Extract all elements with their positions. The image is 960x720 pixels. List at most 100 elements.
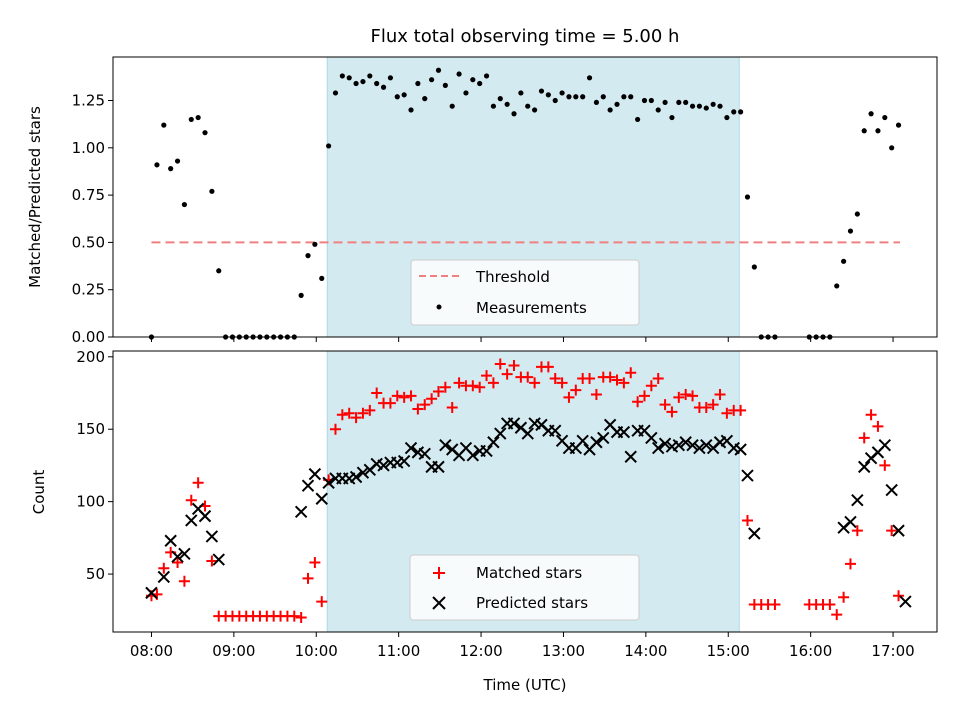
predicted-star-point: [645, 431, 658, 445]
measurement-point: [532, 107, 538, 113]
matched-star-point: [680, 388, 692, 400]
measurement-point: [504, 101, 510, 107]
matched-star-point: [611, 374, 623, 386]
matched-star-point: [604, 371, 616, 383]
matched-star-point: [288, 610, 300, 622]
measurement-point: [525, 103, 531, 109]
measurement-point: [731, 109, 737, 115]
measurement-point: [401, 92, 407, 98]
measurement-point: [889, 145, 895, 151]
x-tick-label: 15:00: [707, 642, 750, 660]
measurement-point: [387, 75, 394, 81]
measurement-point: [738, 109, 744, 115]
matched-star-point: [336, 409, 348, 421]
measurement-point: [326, 143, 332, 149]
measurement-point: [861, 128, 867, 134]
matched-star-point: [865, 409, 877, 421]
matched-star-point: [185, 494, 197, 506]
predicted-star-point: [397, 454, 411, 468]
measurement-point: [696, 103, 703, 109]
predicted-star-point: [590, 436, 603, 449]
y-tick-label: 150: [76, 420, 105, 438]
predicted-star-point: [185, 514, 198, 527]
matched-star-point: [769, 598, 781, 610]
measurement-point: [202, 130, 208, 136]
predicted-star-point: [301, 479, 315, 492]
predicted-star-point: [679, 436, 692, 449]
measurement-point: [490, 103, 497, 109]
legend-measurements-label: Measurements: [476, 299, 587, 317]
measurement-point: [422, 96, 428, 102]
predicted-star-point: [404, 441, 418, 455]
predicted-star-point: [672, 438, 686, 452]
matched-star-point: [838, 591, 850, 603]
measurement-point: [854, 211, 860, 217]
matched-star-point: [446, 401, 458, 413]
measurement-point: [161, 122, 167, 128]
legend-matched-swatch: [433, 567, 445, 579]
measurement-point: [538, 88, 545, 94]
matched-star-point: [481, 370, 493, 382]
measurement-point: [635, 116, 641, 123]
predicted-star-point: [349, 470, 363, 484]
matched-star-point: [206, 555, 218, 567]
measurement-point: [511, 111, 517, 117]
measurement-point: [216, 268, 222, 274]
matched-star-point: [584, 373, 596, 385]
measurement-point: [319, 275, 325, 281]
predicted-star-point: [748, 527, 761, 540]
matched-star-point: [178, 575, 190, 587]
measurement-point: [360, 78, 366, 85]
matched-star-point: [453, 377, 465, 389]
measurement-point: [573, 94, 579, 100]
matched-star-point: [872, 420, 884, 432]
measurement-point: [641, 97, 648, 104]
predicted-star-point: [658, 437, 672, 450]
measurement-point: [463, 90, 469, 96]
measurement-point: [380, 84, 387, 90]
matched-star-point: [618, 377, 630, 389]
predicted-star-point: [205, 530, 219, 543]
predicted-star-point: [693, 441, 706, 455]
measurement-point: [332, 90, 339, 96]
matched-star-point: [556, 377, 568, 389]
measurement-point: [312, 241, 318, 247]
predicted-star-point: [308, 467, 322, 481]
top-legend: Threshold Measurements: [410, 259, 640, 326]
predicted-star-point: [741, 469, 754, 482]
predicted-star-point: [198, 509, 212, 523]
predicted-star-point: [439, 438, 452, 452]
measurement-point: [174, 158, 181, 164]
predicted-star-point: [892, 524, 905, 537]
measurement-point: [689, 103, 696, 109]
axes-frame: [112, 350, 938, 633]
x-axis-label: Time (UTC): [483, 676, 567, 694]
measurement-point: [442, 82, 448, 88]
matched-star-point: [831, 609, 843, 621]
measurement-point: [559, 90, 565, 96]
measurement-point: [545, 92, 551, 98]
top-legend-box: [410, 259, 640, 326]
measurement-point: [607, 107, 613, 113]
measurement-point: [662, 99, 668, 106]
measurement-point: [834, 283, 840, 289]
matched-star-point: [412, 403, 424, 415]
y-tick-label: 0.25: [72, 281, 105, 299]
measurement-point: [552, 97, 558, 104]
predicted-star-point: [624, 450, 637, 463]
measurement-point: [477, 80, 483, 87]
measurement-point: [593, 99, 600, 106]
matched-star-point: [687, 390, 699, 402]
predicted-star-point: [549, 424, 562, 437]
measurement-point: [394, 94, 400, 100]
predicted-star-point: [844, 515, 857, 529]
x-tick-label: 16:00: [789, 642, 832, 660]
predicted-star-point: [322, 476, 335, 490]
matched-star-point: [343, 407, 355, 419]
x-tick-label: 12:00: [459, 642, 502, 660]
x-tick-label: 13:00: [542, 642, 585, 660]
measurement-point: [429, 77, 435, 83]
legend-predicted-label: Predicted stars: [476, 594, 588, 612]
predicted-star-point: [171, 550, 184, 563]
matched-star-point: [474, 381, 486, 393]
